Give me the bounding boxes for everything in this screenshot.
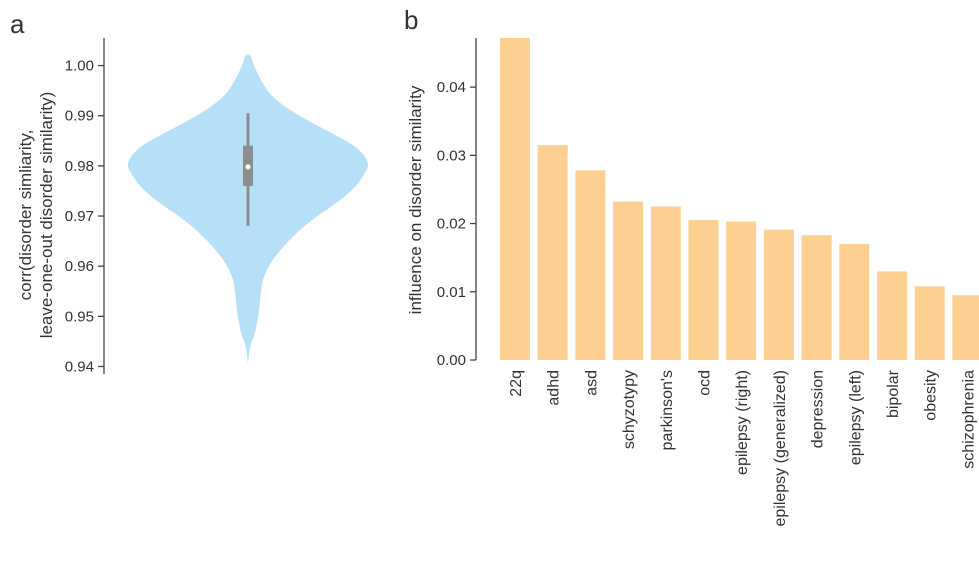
bar-y-tick-label: 0.03 xyxy=(437,147,466,164)
bars xyxy=(500,38,979,360)
bar-category-label: parkinson's xyxy=(659,370,676,450)
bar xyxy=(763,229,794,360)
violin-y-tick-label: 0.94 xyxy=(65,358,94,375)
panel-letter-a: a xyxy=(10,9,25,39)
bar xyxy=(500,38,530,360)
bar xyxy=(839,244,870,360)
violin-y-tick-label: 0.97 xyxy=(65,208,94,225)
bar-y-axis-label: influence on disorder similarity xyxy=(406,85,425,314)
violin-y-axis-label-line2: leave-one-out disorder similarity) xyxy=(37,92,56,339)
violin-y-tick-label: 0.99 xyxy=(65,108,94,125)
violin-y-tick-label: 0.95 xyxy=(65,308,94,325)
bar-category-labels: 22q adhd asd schyzotypy parkinson's ocd epilep… xyxy=(508,369,977,526)
bar-y-tick-label: 0.04 xyxy=(437,79,466,96)
violin-y-tick-label: 1.00 xyxy=(65,58,94,75)
bar-category-label: bipolar xyxy=(885,369,902,418)
bar xyxy=(877,271,907,360)
bar-y-ticks: 0.00 0.01 0.02 0.03 0.04 xyxy=(437,79,476,369)
bar-category-label: adhd xyxy=(546,370,563,406)
panel-letter-b: b xyxy=(404,5,418,35)
violin-y-tick-label: 0.96 xyxy=(65,258,94,275)
bar xyxy=(575,170,606,360)
violin-y-tick-label: 0.98 xyxy=(65,158,94,175)
bar-category-label: schizophrenia xyxy=(960,370,977,469)
bar-category-label: depression xyxy=(810,370,827,448)
bar-category-label: asd xyxy=(583,370,600,396)
bar-y-tick-label: 0.01 xyxy=(437,284,466,301)
bar xyxy=(914,286,945,360)
bar-category-label: epilepsy (generalized) xyxy=(772,370,789,527)
bar-category-label: epilepsy (right) xyxy=(734,370,751,475)
bar xyxy=(688,220,719,360)
bar xyxy=(650,206,681,360)
bar-category-label: schyzotypy xyxy=(621,370,638,449)
bar-category-label: epilepsy (left) xyxy=(847,370,864,465)
bar xyxy=(952,295,979,360)
bar-y-tick-label: 0.02 xyxy=(437,216,466,233)
bar-category-label: 22q xyxy=(508,370,525,397)
bar-category-label: obesity xyxy=(923,370,940,421)
bar xyxy=(537,145,568,360)
bar xyxy=(613,201,644,360)
bar-panel: b 0.00 0.01 0.02 0.03 0.04 influence on diso… xyxy=(404,5,979,527)
violin-y-axis-label-line1: corr(disorder simliarity, xyxy=(16,130,35,301)
bar xyxy=(726,221,757,360)
bar-category-label: ocd xyxy=(697,370,714,396)
violin-median-point xyxy=(245,164,251,170)
violin-y-ticks: 0.94 0.95 0.96 0.97 0.98 0.99 1.00 xyxy=(65,58,104,375)
violin-panel: a 0.94 0.95 0.96 0.97 0.98 0.99 1.00 corr(diso… xyxy=(10,9,369,375)
bar xyxy=(801,235,832,360)
bar-y-tick-label: 0.00 xyxy=(437,352,466,369)
